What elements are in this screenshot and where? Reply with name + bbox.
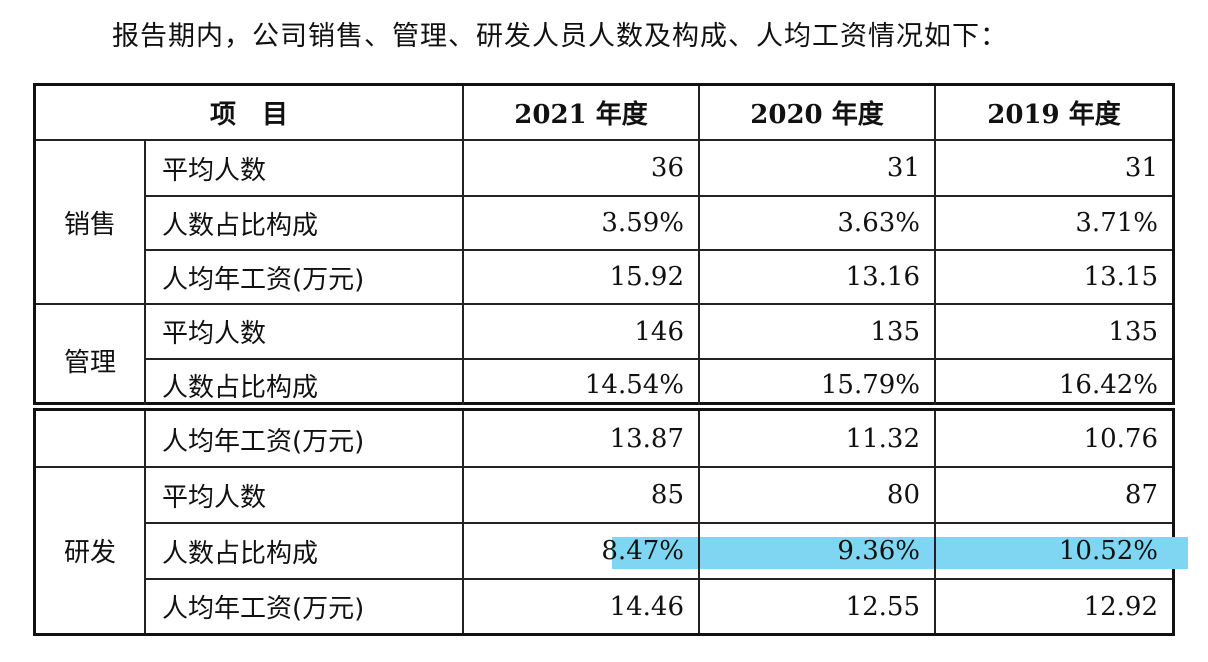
cell-value: 10.52%: [1058, 536, 1158, 566]
cell-value: 80: [886, 480, 920, 510]
cell-value: 135: [1108, 316, 1158, 347]
cell-value: 146: [634, 316, 684, 347]
row-label: 人数占比构成: [162, 372, 319, 403]
cell-value: 14.54%: [584, 370, 684, 400]
divider: [145, 522, 1172, 524]
cell-value: 8.47%: [601, 536, 684, 566]
cell-value: 16.42%: [1058, 370, 1158, 400]
cell-value: 11.32: [845, 424, 920, 454]
divider: [36, 466, 1172, 468]
cell-value: 85: [650, 480, 684, 510]
divider: [145, 249, 1172, 251]
cell-value: 12.55: [845, 591, 920, 622]
row-label: 人数占比构成: [162, 538, 319, 569]
divider: [36, 139, 1172, 141]
header-2019: 2019 年度: [987, 100, 1121, 130]
divider: [144, 140, 146, 405]
intro-text: 报告期内，公司销售、管理、研发人员人数及构成、人均工资情况如下：: [112, 21, 1008, 52]
row-label: 平均人数: [162, 319, 267, 349]
group-rd: 研发: [63, 538, 116, 568]
row-label: 人数占比构成: [162, 210, 319, 241]
cell-value: 15.92: [609, 262, 684, 292]
cell-value: 10.76: [1083, 424, 1158, 454]
cell-value: 3.59%: [601, 208, 684, 238]
cell-value: 12.92: [1083, 591, 1158, 622]
cell-value: 9.36%: [837, 536, 920, 566]
cell-value: 13.15: [1083, 262, 1158, 292]
row-label: 人均年工资(万元): [162, 594, 365, 624]
row-label: 人均年工资(万元): [162, 426, 365, 457]
header-item: 项 目: [209, 100, 288, 130]
group-sales: 销售: [63, 209, 116, 240]
table-upper: [33, 83, 1175, 405]
row-label: 平均人数: [162, 482, 267, 513]
cell-value: 87: [1124, 480, 1158, 510]
header-2021: 2021 年度: [514, 100, 648, 130]
cell-value: 36: [650, 153, 684, 183]
cell-value: 15.79%: [820, 370, 920, 400]
highlight-bar: [612, 537, 1188, 569]
cell-value: 3.63%: [837, 208, 920, 238]
divider: [934, 86, 936, 405]
row-label: 平均人数: [162, 155, 267, 186]
divider: [462, 86, 464, 405]
divider: [145, 358, 1172, 360]
divider: [145, 195, 1172, 197]
cell-value: 3.71%: [1075, 208, 1158, 238]
cell-value: 31: [886, 153, 920, 183]
cell-value: 13.87: [609, 424, 684, 454]
divider: [145, 578, 1172, 580]
divider: [698, 86, 700, 405]
group-mgmt: 管理: [63, 347, 116, 378]
divider: [36, 303, 1172, 305]
header-2020: 2020 年度: [750, 100, 884, 130]
cell-value: 31: [1124, 153, 1158, 183]
cell-value: 135: [870, 316, 920, 347]
cell-value: 14.46: [609, 591, 684, 622]
row-label: 人均年工资(万元): [162, 264, 365, 295]
cell-value: 13.16: [845, 262, 920, 292]
